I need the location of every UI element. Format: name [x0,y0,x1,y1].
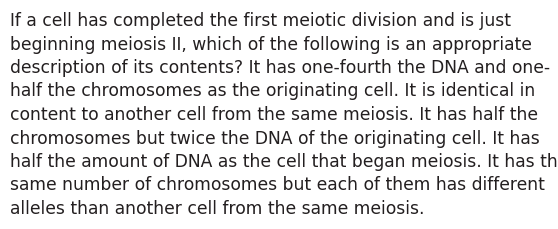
Text: If a cell has completed the first meiotic division and is just: If a cell has completed the first meioti… [10,12,511,30]
Text: content to another cell from the same meiosis. It has half the: content to another cell from the same me… [10,106,538,123]
Text: alleles than another cell from the same meiosis.: alleles than another cell from the same … [10,199,425,217]
Text: half the amount of DNA as the cell that began meiosis. It has the: half the amount of DNA as the cell that … [10,152,558,170]
Text: half the chromosomes as the originating cell. It is identical in: half the chromosomes as the originating … [10,82,535,100]
Text: description of its contents? It has one-fourth the DNA and one-: description of its contents? It has one-… [10,59,550,77]
Text: chromosomes but twice the DNA of the originating cell. It has: chromosomes but twice the DNA of the ori… [10,129,540,147]
Text: beginning meiosis II, which of the following is an appropriate: beginning meiosis II, which of the follo… [10,35,532,53]
Text: same number of chromosomes but each of them has different: same number of chromosomes but each of t… [10,176,545,194]
